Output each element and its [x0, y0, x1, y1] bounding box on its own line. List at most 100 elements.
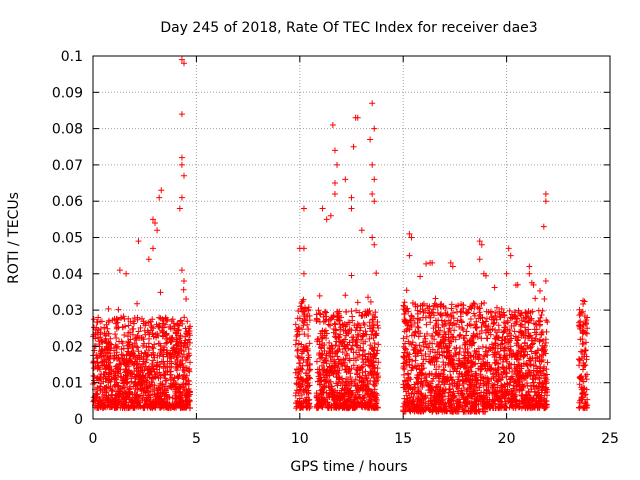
- data-point: [153, 363, 160, 370]
- data-point: [305, 326, 312, 333]
- data-point: [113, 325, 120, 332]
- data-point: [296, 360, 303, 367]
- data-point: [137, 324, 144, 331]
- data-point: [332, 321, 339, 328]
- data-point: [145, 370, 152, 377]
- data-point: [305, 332, 312, 339]
- data-point: [305, 354, 312, 361]
- data-point: [167, 338, 174, 345]
- data-point: [292, 369, 299, 376]
- data-point: [478, 335, 485, 342]
- data-point: [350, 143, 357, 150]
- data-point: [316, 292, 323, 299]
- data-point: [126, 385, 133, 392]
- data-point: [463, 328, 470, 335]
- data-point: [162, 321, 169, 328]
- data-point: [138, 386, 145, 393]
- data-point: [168, 355, 175, 362]
- data-point: [180, 278, 187, 285]
- data-point: [174, 375, 181, 382]
- data-point: [367, 363, 374, 370]
- data-point: [319, 205, 326, 212]
- data-point: [112, 383, 119, 390]
- data-point: [91, 347, 98, 354]
- data-point: [184, 391, 191, 398]
- data-point: [371, 351, 378, 358]
- data-point: [134, 393, 141, 400]
- x-axis-label: GPS time / hours: [290, 459, 407, 475]
- data-point: [130, 318, 137, 325]
- data-point: [350, 362, 357, 369]
- x-tick-label: 0: [89, 431, 98, 447]
- data-point: [168, 337, 175, 344]
- data-point: [124, 348, 131, 355]
- data-point: [371, 364, 378, 371]
- data-point: [125, 370, 132, 377]
- data-point: [306, 312, 313, 319]
- data-point: [318, 362, 325, 369]
- data-point: [176, 400, 183, 407]
- data-point: [112, 398, 119, 405]
- chart-title: Day 245 of 2018, Rate Of TEC Index for r…: [160, 20, 537, 36]
- data-point: [300, 270, 307, 277]
- data-point: [323, 360, 330, 367]
- data-point: [105, 392, 112, 399]
- y-tick-label: 0.01: [52, 376, 83, 392]
- data-point: [348, 194, 355, 201]
- data-point: [346, 393, 353, 400]
- data-point: [113, 392, 120, 399]
- data-point: [143, 398, 150, 405]
- data-point: [156, 314, 163, 321]
- data-point: [175, 327, 182, 334]
- data-point: [173, 336, 180, 343]
- data-point: [180, 286, 187, 293]
- data-point: [577, 318, 584, 325]
- y-tick-label: 0.09: [52, 85, 83, 101]
- data-point: [137, 369, 144, 376]
- data-point: [129, 331, 136, 338]
- data-point: [348, 365, 355, 372]
- data-point: [438, 317, 445, 324]
- data-point: [305, 402, 312, 409]
- data-point: [96, 366, 103, 373]
- data-point: [178, 161, 185, 168]
- data-point: [342, 176, 349, 183]
- data-point: [99, 389, 106, 396]
- data-point: [342, 292, 349, 299]
- data-point: [182, 376, 189, 383]
- data-point: [522, 309, 529, 316]
- data-point: [159, 400, 166, 407]
- data-point: [176, 205, 183, 212]
- data-point: [178, 154, 185, 161]
- data-point: [371, 241, 378, 248]
- x-tick-label: 25: [601, 431, 619, 447]
- data-point: [129, 325, 136, 332]
- data-point: [317, 371, 324, 378]
- data-point: [144, 366, 151, 373]
- data-point: [90, 316, 97, 323]
- data-point: [149, 375, 156, 382]
- data-point: [334, 161, 341, 168]
- data-point: [133, 371, 140, 378]
- data-point: [331, 180, 338, 187]
- data-point: [292, 321, 299, 328]
- data-point: [432, 295, 439, 302]
- data-point: [133, 336, 140, 343]
- data-point: [174, 321, 181, 328]
- data-point: [491, 284, 498, 291]
- data-point: [163, 363, 170, 370]
- data-point: [348, 205, 355, 212]
- x-tick-label: 20: [498, 431, 516, 447]
- data-point: [295, 346, 302, 353]
- data-point: [149, 388, 156, 395]
- data-point: [120, 359, 127, 366]
- data-point: [135, 238, 142, 245]
- data-point: [178, 343, 185, 350]
- data-point: [150, 349, 157, 356]
- data-point: [123, 270, 130, 277]
- data-point: [358, 364, 365, 371]
- data-point: [154, 330, 161, 337]
- data-point: [100, 378, 107, 385]
- data-point: [112, 363, 119, 370]
- data-point: [172, 382, 179, 389]
